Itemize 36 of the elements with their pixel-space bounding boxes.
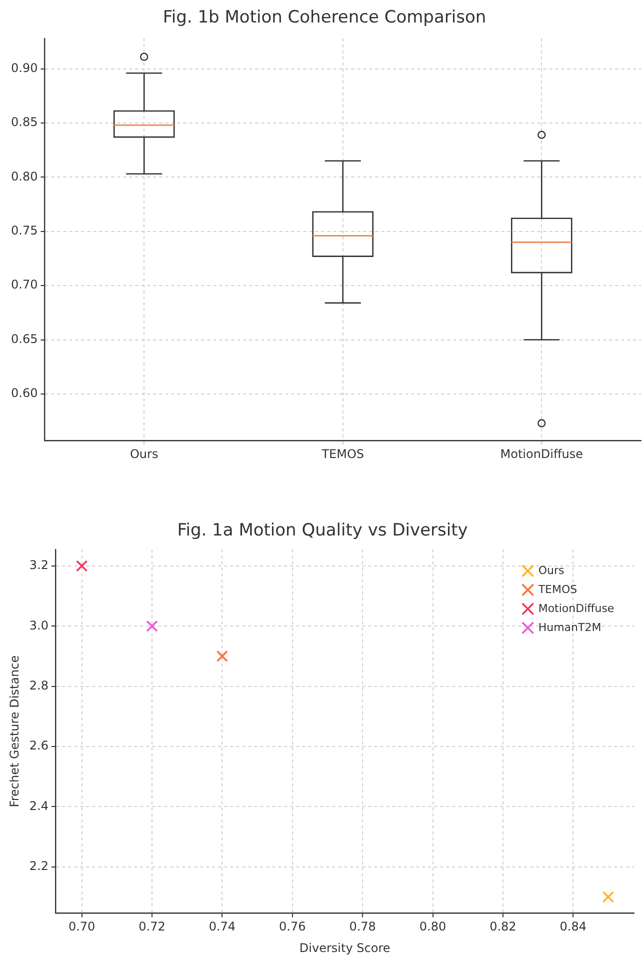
y-tick-label: 2.2 (29, 858, 48, 873)
y-tick-label: 2.4 (29, 798, 48, 813)
y-tick-label: 0.90 (11, 60, 38, 75)
legend-label: Ours (538, 564, 564, 577)
y-tick-label: 0.75 (11, 223, 38, 238)
x-tick-label: 0.72 (138, 920, 166, 934)
x-tick-label: MotionDiffuse (500, 446, 584, 461)
point (602, 891, 614, 903)
chart-title: Fig. 1b Motion Coherence Comparison (162, 8, 486, 28)
x-axis-title: Diversity Score (299, 940, 390, 955)
x-tick-label: 0.82 (490, 920, 516, 934)
x-tick-label: 0.74 (208, 920, 236, 934)
y-tick-label: 2.8 (29, 678, 48, 692)
y-tick-label: 3.0 (29, 618, 48, 632)
point (146, 620, 158, 632)
y-tick-label: 0.60 (11, 386, 38, 400)
point (216, 650, 228, 662)
x-tick-label: 0.80 (419, 920, 446, 934)
x-tick-label: TEMOS (320, 446, 364, 461)
y-tick-label: 2.6 (29, 738, 48, 753)
legend-label: HumanT2M (538, 620, 602, 634)
y-tick-label: 0.70 (11, 278, 38, 292)
y-tick-label: 0.85 (11, 115, 38, 130)
x-tick-label: Ours (130, 446, 158, 461)
y-tick-label: 0.65 (11, 332, 38, 346)
y-axis-title: Frechet Gesture Distance (7, 655, 22, 808)
y-tick-label: 0.80 (11, 169, 38, 184)
x-tick-label: 0.78 (349, 920, 376, 934)
x-tick-label: 0.70 (68, 920, 96, 934)
x-tick-label: 0.84 (560, 920, 586, 934)
legend-label: TEMOS (537, 582, 578, 596)
x-tick-label: 0.76 (279, 920, 306, 934)
chart-title: Fig. 1a Motion Quality vs Diversity (177, 520, 468, 541)
y-tick-label: 3.2 (29, 558, 48, 572)
legend-label: MotionDiffuse (538, 602, 614, 615)
point (76, 560, 88, 572)
